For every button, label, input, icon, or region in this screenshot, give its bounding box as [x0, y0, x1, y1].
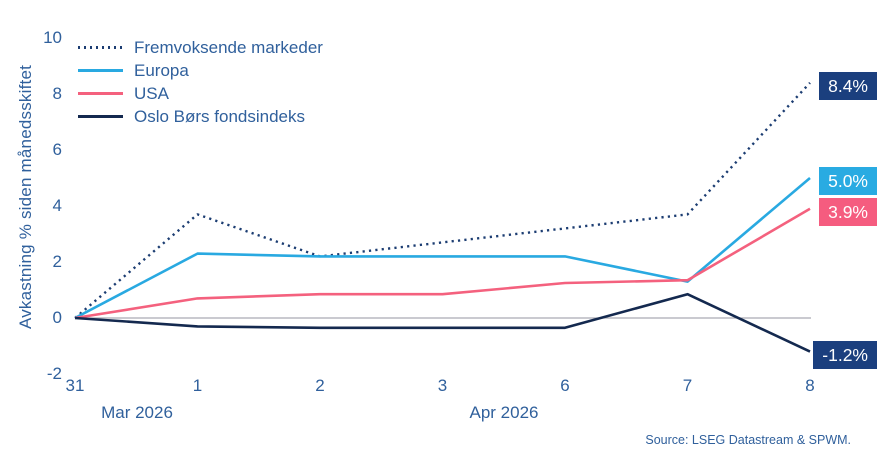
- series-line-3: [74, 292, 811, 353]
- legend-label: Oslo Børs fondsindeks: [134, 107, 306, 126]
- month-label: Mar 2026: [101, 403, 173, 422]
- x-tick-label: 8: [805, 376, 815, 395]
- series-line-2: [74, 207, 811, 320]
- x-tick-label: 2: [315, 376, 325, 395]
- legend-item-oslo-bors-fondsindeks: Oslo Børs fondsindeks: [78, 105, 323, 128]
- source-note: Source: LSEG Datastream & SPWM.: [645, 433, 851, 447]
- end-value-badge-europa: 5.0%: [819, 167, 877, 195]
- end-value-badge-oslo-bors: -1.2%: [813, 340, 877, 369]
- legend: Fremvoksende markeder Europa USA Oslo Bø…: [78, 36, 323, 128]
- y-tick-label: 2: [52, 252, 62, 271]
- legend-item-fremvoksende-markeder: Fremvoksende markeder: [78, 36, 323, 59]
- x-tick-label: 1: [192, 376, 203, 395]
- end-value-badge-usa: 3.9%: [819, 197, 877, 226]
- y-tick-label: -2: [46, 364, 62, 383]
- y-tick-label: 10: [43, 28, 62, 47]
- series-line-1: [74, 177, 811, 320]
- legend-label: USA: [134, 84, 169, 103]
- y-tick-label: 4: [52, 196, 62, 215]
- legend-item-usa: USA: [78, 82, 323, 105]
- x-tick-label: 6: [560, 376, 570, 395]
- legend-item-europa: Europa: [78, 59, 323, 82]
- y-tick-label: 8: [52, 84, 62, 103]
- x-tick-label: 7: [682, 376, 693, 395]
- legend-swatch-line-icon: [78, 115, 123, 118]
- y-tick-label: 6: [52, 140, 62, 159]
- legend-swatch-dotted-line-icon: [78, 46, 123, 49]
- legend-swatch-line-icon: [78, 69, 123, 72]
- legend-label: Europa: [134, 61, 189, 80]
- y-tick-label: 0: [52, 308, 62, 327]
- legend-swatch-line-icon: [78, 92, 123, 95]
- x-tick-label: 31: [65, 376, 85, 395]
- end-value-badge-fremvoksende: 8.4%: [819, 71, 877, 100]
- x-tick-label: 3: [437, 376, 448, 395]
- legend-label: Fremvoksende markeder: [134, 38, 323, 57]
- month-label: Apr 2026: [469, 403, 539, 422]
